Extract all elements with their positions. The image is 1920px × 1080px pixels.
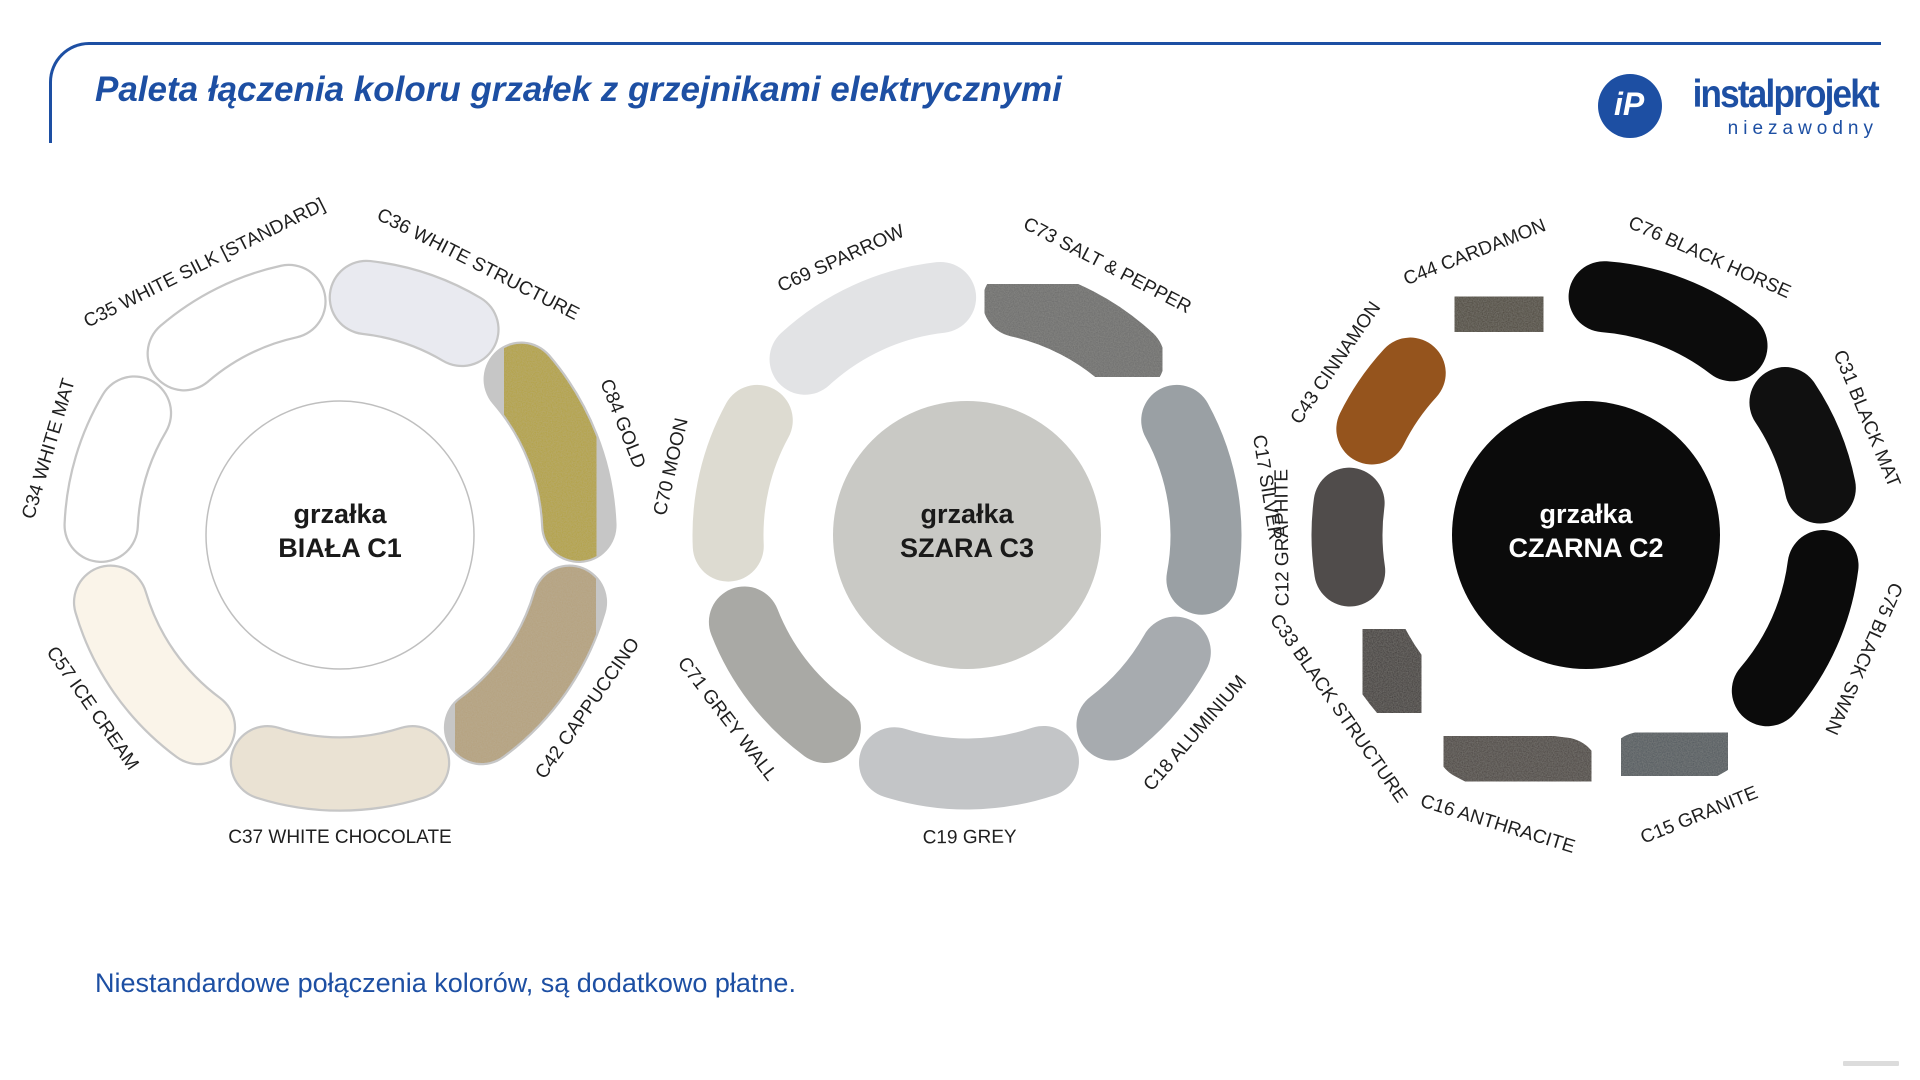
center-label-line1-czarna-c2: grzałka [1539,499,1633,529]
palette-biala-c1: C35 WHITE SILK [STANDARD] C36 WHITE STRUC… [18,194,649,848]
center-label-line1-szara-c3: grzałka [920,499,1014,529]
logo-monogram-icon: iP [1598,74,1663,138]
segment-c43 [1336,337,1446,465]
segment-c17 [1141,384,1242,615]
logo-brand-name: instalprojekt [1692,73,1880,116]
segment-c19 [859,725,1079,810]
segment-label-c70: C70 MOON [650,416,693,517]
segment-c57 [75,566,234,764]
center-disc-biala-c1 [205,400,475,670]
center-label-line2-biala-c1: BIAŁA C1 [278,533,402,563]
segment-c76 [1568,261,1768,382]
footnote: Niestandardowe połączenia kolorów, są do… [95,968,796,998]
segment-c31 [1749,367,1856,524]
logo-monogram-text: iP [1613,86,1645,122]
segment-c42 [446,566,605,764]
segment-c33 [1338,609,1446,733]
segment-c69 [769,261,977,395]
center-label-line2-czarna-c2: CZARNA C2 [1509,533,1664,563]
center-disc-szara-c3 [833,401,1101,669]
segment-c12 [1311,467,1386,607]
brand-logo: iP instalprojekt niezawodny [1598,73,1880,140]
page-title: Paleta łączenia koloru grzałek z grzejni… [95,70,1062,109]
segment-c84 [485,343,615,561]
logo-text-column: instalprojekt niezawodny [1672,73,1880,140]
segment-c44 [1435,267,1563,361]
segment-label-c12: C12 GRAPHITE [1271,469,1293,606]
center-disc-czarna-c2 [1452,401,1720,669]
segment-c16 [1435,709,1600,809]
segment-c75 [1731,530,1859,727]
segment-c35 [148,266,325,390]
segment-c15 [1605,705,1744,804]
segment-label-c19: C19 GREY [923,827,1017,849]
segment-c71 [708,586,861,764]
segment-c37 [232,727,448,810]
segment-c34 [65,377,170,561]
center-label-line2-szara-c3: SZARA C3 [900,533,1034,563]
segment-c36 [330,261,498,365]
segment-label-c37: C37 WHITE CHOCOLATE [228,827,451,848]
fine-print-mark [1843,1061,1899,1066]
segment-c73 [982,266,1165,395]
center-label-line1-biala-c1: grzałka [293,499,387,529]
segment-c18 [1076,616,1211,761]
logo-tagline: niezawodny [1727,117,1878,139]
segment-c70 [692,384,793,582]
